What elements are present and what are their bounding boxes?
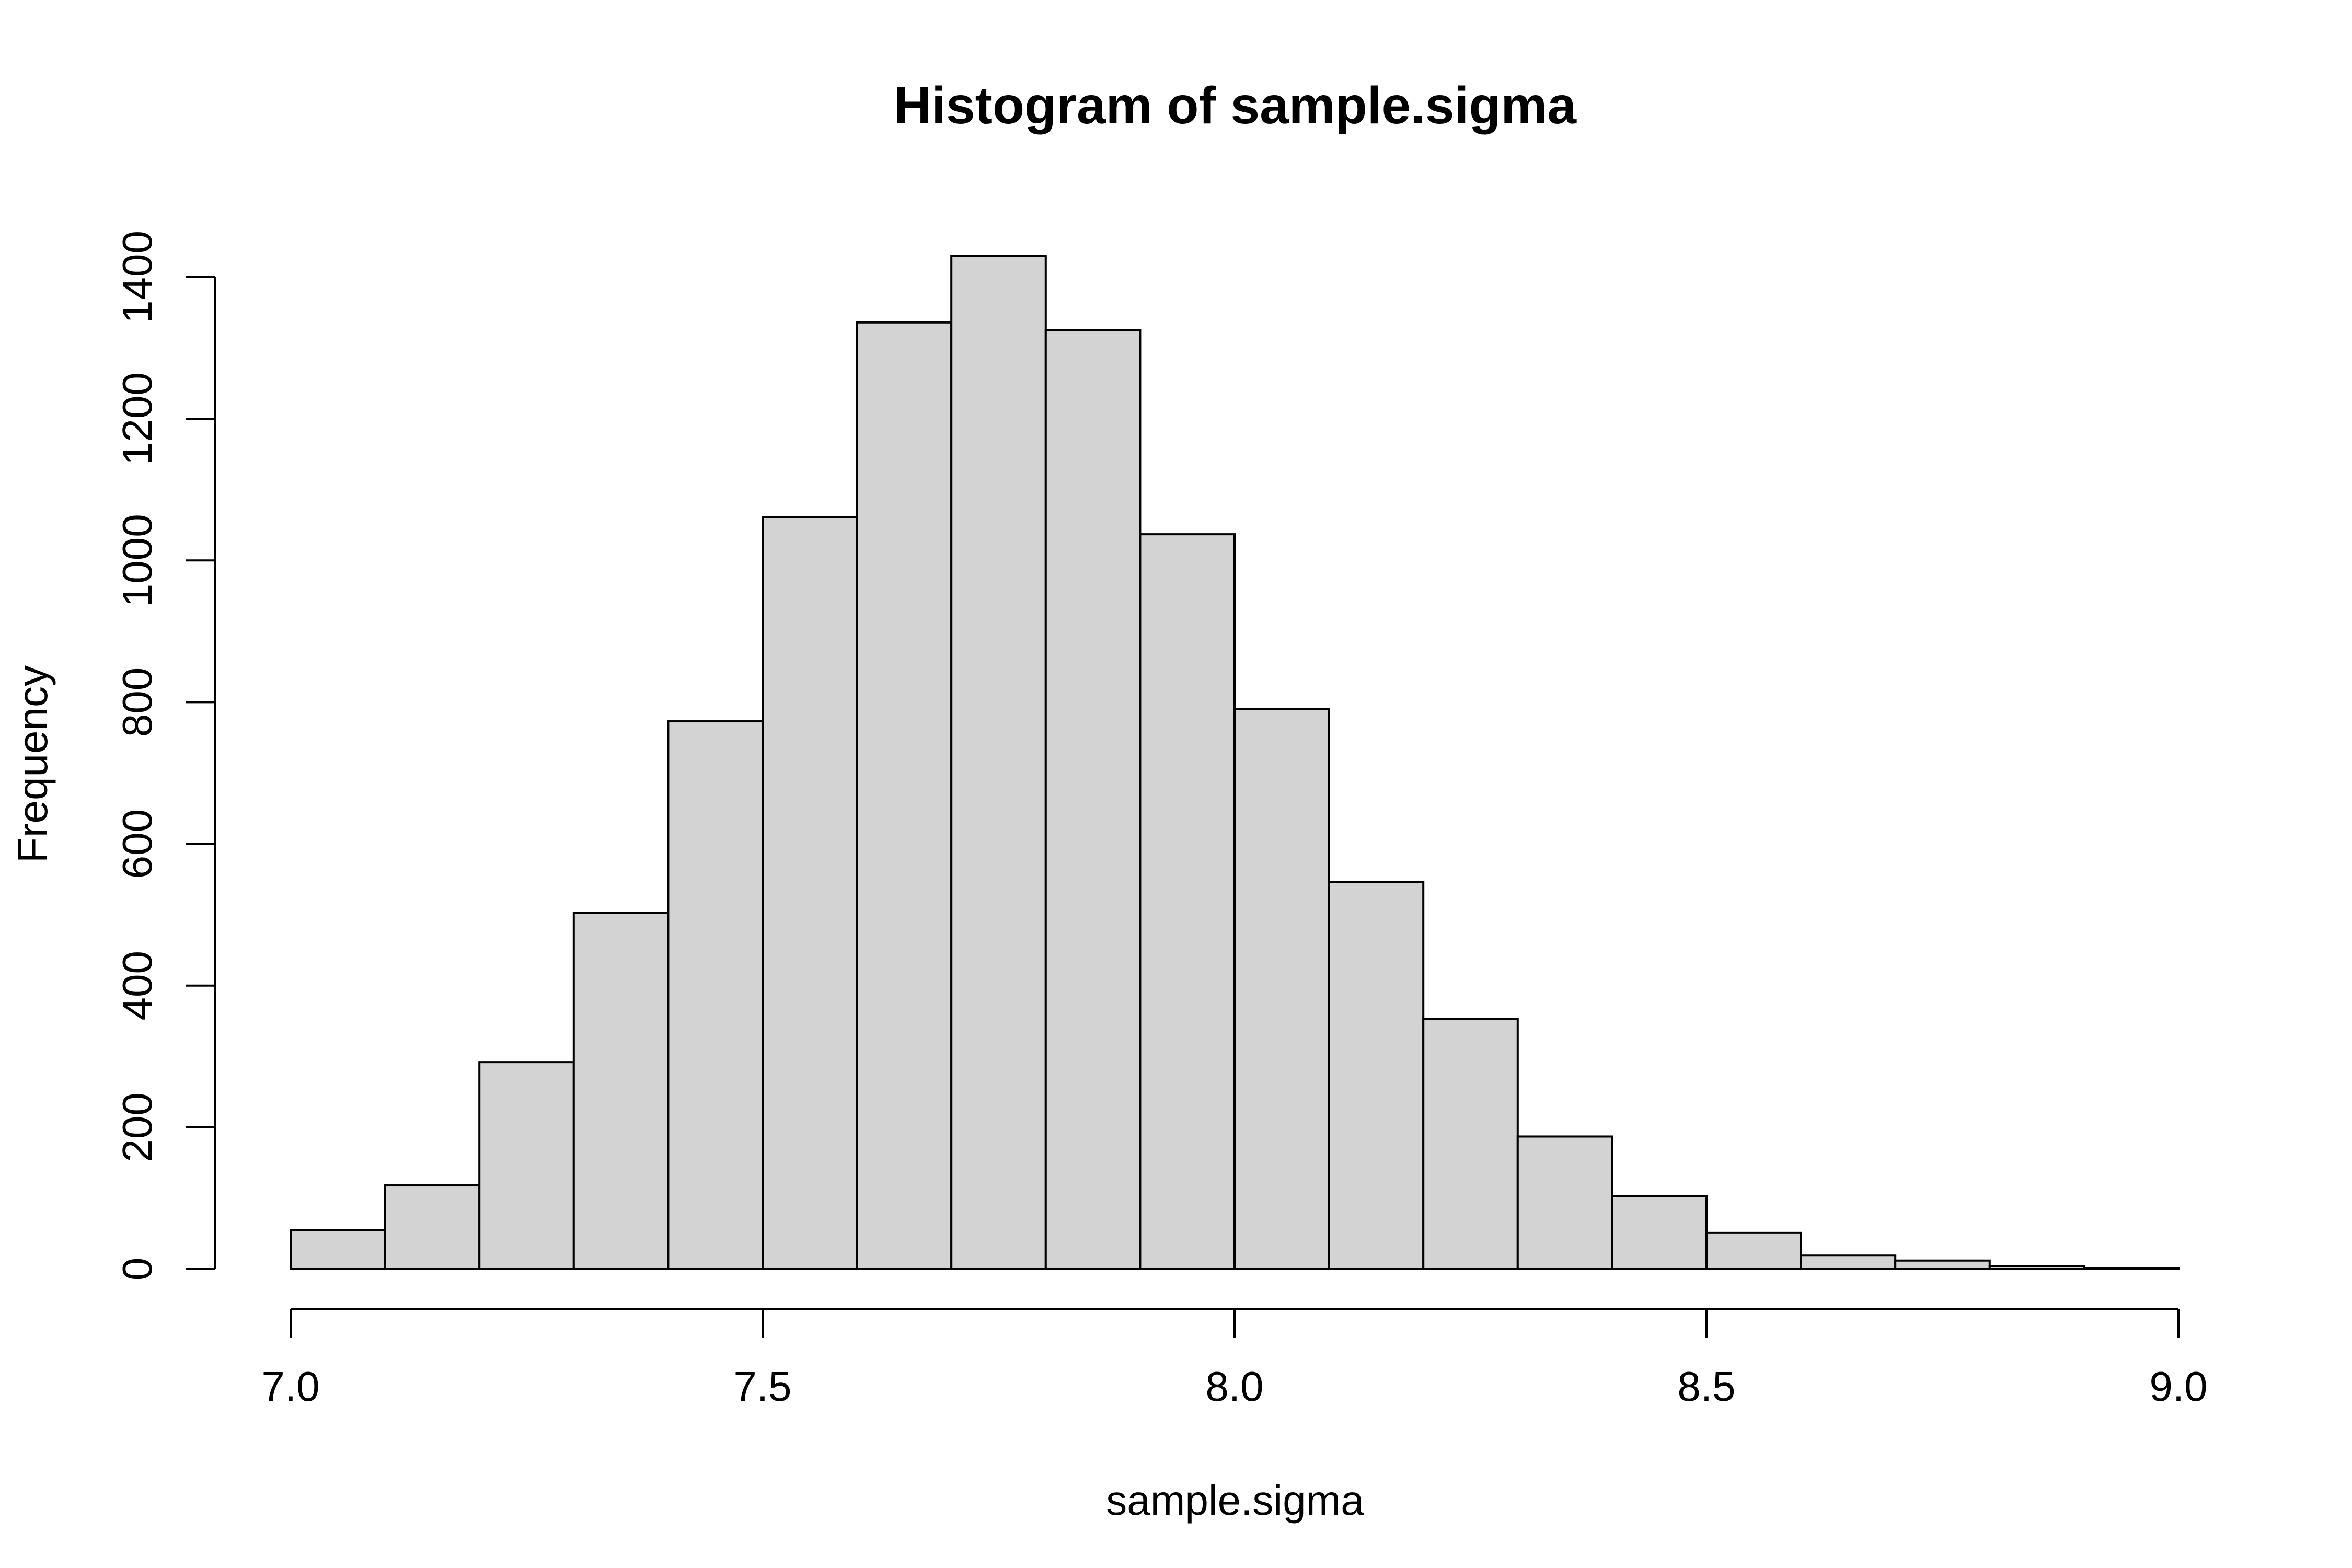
y-tick-label: 1400: [114, 230, 160, 324]
y-tick-label: 1200: [114, 372, 160, 465]
histogram-bar: [572, 912, 670, 1270]
chart-title: Histogram of sample.sigma: [894, 76, 1577, 135]
y-axis-label: Frequency: [9, 665, 56, 863]
x-axis: 7.0 7.5 8.0 8.5 9.0: [261, 1308, 2208, 1410]
histogram-bar: [290, 1229, 386, 1271]
x-tick-label: 8.5: [1677, 1363, 1735, 1410]
histogram-bar: [1611, 1195, 1708, 1270]
y-tick-label: 0: [114, 1258, 160, 1281]
x-tick-label: 7.0: [261, 1363, 319, 1410]
histogram-bar: [1328, 881, 1425, 1270]
histogram-bar: [1044, 329, 1142, 1270]
histogram-bar: [1705, 1231, 1802, 1271]
histogram-bar: [1894, 1259, 1991, 1271]
x-tick-label: 8.0: [1205, 1363, 1263, 1410]
y-tick-label: 1000: [114, 514, 160, 607]
y-tick-label: 600: [114, 809, 160, 879]
histogram-bar: [1422, 1018, 1519, 1270]
histogram-bar: [856, 321, 953, 1270]
y-tick-label: 800: [114, 667, 160, 737]
y-tick-label: 400: [114, 951, 160, 1020]
histogram-bar: [1139, 533, 1236, 1270]
histogram-bar: [667, 720, 764, 1270]
x-tick-label: 9.0: [2149, 1363, 2207, 1410]
histogram-bar: [1233, 708, 1330, 1270]
y-axis: 0 200 400 600 800 1000 1200 1400: [114, 230, 216, 1281]
histogram-bar: [478, 1061, 575, 1271]
histogram-bar: [1988, 1265, 2085, 1271]
y-tick-label: 200: [114, 1092, 160, 1162]
bars-group: [290, 255, 2180, 1271]
histogram-bar: [1800, 1254, 1897, 1271]
x-axis-label: sample.sigma: [1106, 1477, 1364, 1524]
x-tick-label: 7.5: [733, 1363, 791, 1410]
histogram-bar: [384, 1184, 481, 1270]
histogram-bar: [762, 516, 858, 1270]
histogram-bar: [950, 255, 1047, 1270]
histogram-bar: [1516, 1135, 1613, 1271]
